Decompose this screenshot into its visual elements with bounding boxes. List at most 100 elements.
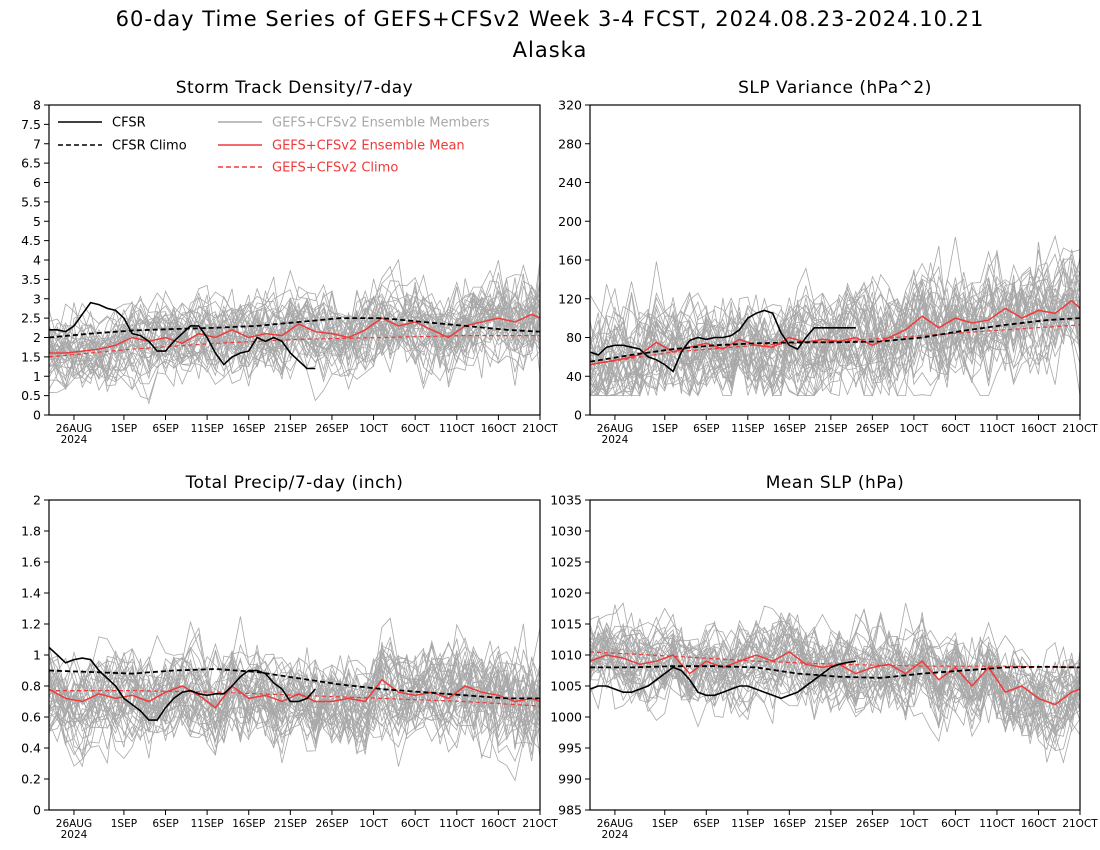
ensemble-member-line [590,266,1080,397]
y-tick-label: 1020 [550,586,582,601]
ensemble-member-line [590,281,1080,398]
x-tick-label: 26AUG [56,423,92,435]
y-tick-label: 990 [558,772,582,787]
x-tick-label: 16OCT [1021,818,1057,830]
legend-members-label: GEFS+CFSv2 Ensemble Members [272,116,490,131]
x-tick-label: 21SEP [274,423,307,435]
y-tick-label: 2.5 [21,311,41,326]
x-tick-label: 26AUG [597,818,633,830]
x-tick-year-label: 2024 [602,829,629,841]
x-tick-label: 11OCT [979,818,1015,830]
ensemble-member-line [590,287,1080,398]
x-tick-label: 1SEP [652,423,678,435]
ensemble-mean-line [49,678,540,709]
y-tick-label: 280 [558,136,582,151]
x-tick-label: 16SEP [232,818,265,830]
panel-3: Total Precip/7-day (inch)00.20.40.60.811… [21,473,558,841]
ensemble-member-line [49,280,540,385]
plot-frame [589,104,1081,416]
y-tick-label: 320 [558,98,582,113]
ensemble-member-line [590,247,1080,397]
y-tick-label: 1.4 [21,586,41,601]
y-tick-label: 5 [33,214,41,229]
ensemble-member-line [590,271,1080,396]
y-tick-label: 6.5 [21,156,41,171]
y-tick-label: 3.5 [21,272,41,287]
panel-4: Mean SLP (hPa) 985 990 995 1000 1005 1010 1015 1… [550,473,1098,841]
x-tick-label: 6SEP [693,818,719,830]
ensemble-member-line [49,281,540,378]
x-tick-label: 1OCT [359,423,388,435]
ensemble-member-line [590,260,1080,397]
y-tick-label: 1 [33,369,41,384]
x-tick-label: 1OCT [900,423,929,435]
y-tick-label: 7 [33,136,41,151]
ensemble-member-line [49,277,540,370]
ensemble-member-line [49,627,540,759]
y-tick-label: 2 [33,330,41,345]
ensemble-member-line [49,647,540,743]
ensemble-member-line [49,649,540,760]
x-tick-label: 1OCT [359,818,388,830]
x-tick-label: 6SEP [693,423,719,435]
x-tick-label: 11OCT [979,423,1015,435]
legend-cfsr-climo-label: CFSR Climo [112,139,187,154]
ensemble-member-line [49,650,540,750]
y-tick-label: 120 [558,291,582,306]
x-tick-label: 11SEP [191,818,224,830]
ensemble-member-line [590,285,1080,397]
y-tick-label: 1.5 [21,349,41,364]
x-tick-label: 1SEP [652,818,678,830]
y-tick-label: 0 [33,408,41,423]
x-tick-label: 6SEP [152,423,178,435]
x-tick-label: 26SEP [856,423,889,435]
cfsr-climo-line [49,317,540,339]
legend-gefs-climo-label: GEFS+CFSv2 Climo [272,161,398,176]
ensemble-member-line [49,289,540,378]
figure-subtitle: Alaska [513,38,588,62]
y-tick-label: 240 [558,175,582,190]
ensemble-member-line [49,616,540,767]
gefs-climo-line [49,335,540,358]
ensemble-member-line [49,294,540,371]
y-tick-label: 4 [33,253,41,268]
x-tick-label: 16SEP [232,423,265,435]
ensemble-member-line [49,654,540,748]
y-tick-label: 1.8 [21,524,41,539]
x-tick-label: 21OCT [1062,818,1098,830]
y-tick-label: 985 [558,803,582,818]
legend-ens-mean-label: GEFS+CFSv2 Ensemble Mean [272,139,465,154]
x-tick-label: 26SEP [315,818,348,830]
x-tick-label: 11SEP [191,423,224,435]
x-tick-label: 21OCT [1062,423,1098,435]
x-tick-label: 6OCT [401,423,430,435]
y-tick-label: 1035 [550,493,582,508]
y-tick-label: 1030 [550,524,582,539]
ensemble-member-line [49,276,540,405]
y-tick-label: 1005 [550,679,582,694]
y-tick-label: 0 [574,408,582,423]
x-tick-label: 6OCT [941,423,970,435]
y-tick-label: 40 [566,369,582,384]
x-tick-label: 6SEP [152,818,178,830]
ensemble-member-line [590,613,1080,714]
cfsr-line [590,660,856,700]
x-tick-label: 1SEP [111,423,137,435]
panel-1: Storm Track Density/7-day 0 0.5 1 1.5 2 2.5 3 3.… [21,78,558,446]
x-tick-label: 11OCT [439,423,475,435]
y-tick-label: 1000 [550,710,582,725]
y-tick-label: 0.6 [21,710,41,725]
y-tick-label: 6 [33,175,41,190]
y-tick-label: 1015 [550,617,582,632]
y-tick-label: 200 [558,214,582,229]
x-tick-label: 21OCT [522,818,558,830]
y-tick-label: 0.5 [21,388,41,403]
x-tick-label: 26SEP [856,818,889,830]
y-tick-label: 1010 [550,648,582,663]
y-tick-label: 3 [33,291,41,306]
y-tick-label: 160 [558,253,582,268]
ensemble-member-line [590,286,1080,393]
ensemble-member-line [590,626,1080,721]
x-tick-label: 11SEP [731,423,764,435]
